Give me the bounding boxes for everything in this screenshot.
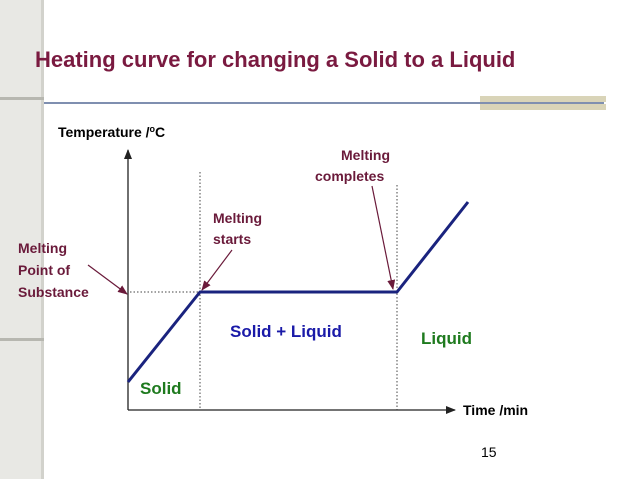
region-solid-label: Solid [140, 379, 182, 398]
melting-point-label-line: Substance [18, 284, 89, 300]
slide-title: Heating curve for changing a Solid to a … [35, 47, 516, 72]
region-liquid-label: Liquid [421, 329, 472, 348]
y-axis-label: Temperature /oC [58, 124, 165, 140]
slide-left-accent-bottom [0, 338, 44, 341]
y-axis-unit-degree: o [150, 124, 156, 134]
heating-curve [126, 201, 470, 383]
y-axis-label-text: Temperature / [58, 124, 150, 140]
melting-point-arrow [87, 264, 128, 295]
region-mixed-label: Solid + Liquid [230, 322, 342, 341]
title-rule-accent-top [480, 96, 606, 102]
melting-completes-label-line: Melting [341, 147, 390, 163]
melting-completes-arrow [371, 185, 396, 290]
page-number: 15 [481, 444, 497, 460]
melting-starts-label: Melting starts [213, 210, 266, 247]
melting-completes-label-line: completes [315, 168, 384, 184]
x-axis-label: Time /min [463, 402, 528, 418]
slide-left-stripe [41, 0, 44, 479]
melting-starts-label-line: starts [213, 231, 251, 247]
melting-point-label-line: Melting [18, 240, 67, 256]
slide-left-accent-top [0, 97, 44, 100]
melting-starts-arrow [201, 249, 233, 291]
melting-point-label: Melting Point of Substance [18, 240, 89, 300]
melting-point-label-line: Point of [18, 262, 70, 278]
title-rule [44, 102, 604, 104]
melting-completes-label: Melting completes [315, 147, 394, 184]
y-axis-unit: C [155, 124, 165, 140]
slide-left-bar [0, 0, 41, 479]
melting-starts-label-line: Melting [213, 210, 262, 226]
title-rule-accent-bottom [480, 104, 606, 110]
